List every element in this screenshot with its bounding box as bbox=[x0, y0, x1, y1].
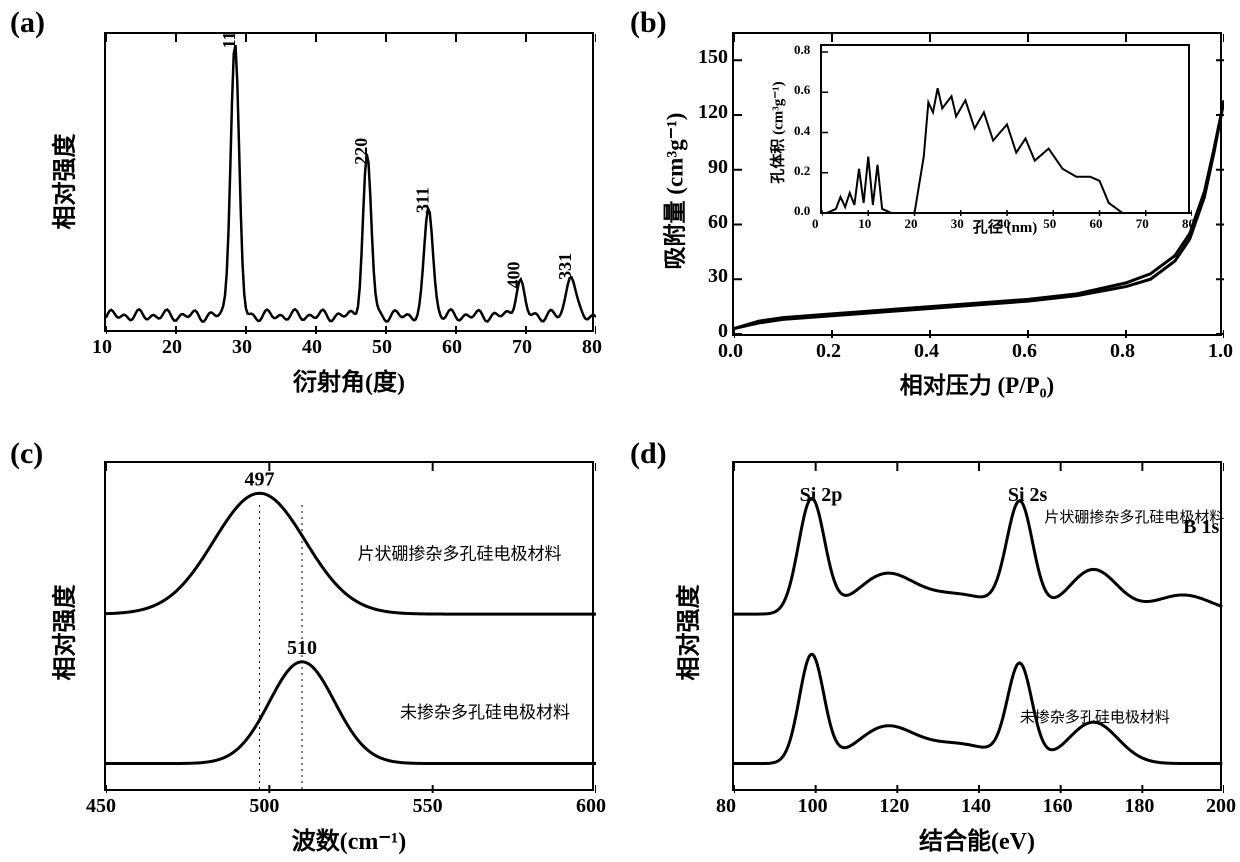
xtick: 0.2 bbox=[816, 340, 841, 363]
xtick: 600 bbox=[576, 795, 606, 818]
xtick: 60 bbox=[442, 336, 462, 359]
svg-text:未掺杂多孔硅电极材料: 未掺杂多孔硅电极材料 bbox=[400, 703, 570, 722]
xtick: 40 bbox=[302, 336, 322, 359]
inset-ytick: 0.4 bbox=[794, 123, 810, 139]
svg-text:片状硼掺杂多孔硅电极材料: 片状硼掺杂多孔硅电极材料 bbox=[1044, 509, 1224, 526]
svg-text:Si 2p: Si 2p bbox=[800, 484, 843, 506]
svg-text:111: 111 bbox=[219, 34, 239, 49]
panel-d-label: (d) bbox=[630, 437, 667, 471]
svg-text:片状硼掺杂多孔硅电极材料: 片状硼掺杂多孔硅电极材料 bbox=[358, 545, 562, 564]
svg-text:497: 497 bbox=[245, 468, 275, 490]
xtick: 80 bbox=[716, 795, 736, 818]
panel-b-xlabel: 相对压力 (P/P₀) bbox=[732, 366, 1222, 400]
panel-a-xlabel: 衍射角(度) bbox=[104, 362, 594, 397]
ytick: 30 bbox=[688, 265, 728, 288]
panel-a-label: (a) bbox=[10, 6, 45, 40]
panel-a-ylabel: 相对强度 bbox=[45, 134, 80, 230]
panel-c-label: (c) bbox=[10, 437, 43, 471]
inset-xtick: 40 bbox=[997, 216, 1010, 232]
xtick: 1.0 bbox=[1208, 340, 1233, 363]
panel-c-ylabel: 相对强度 bbox=[45, 585, 80, 681]
ytick: 60 bbox=[688, 211, 728, 234]
panel-d-ylabel: 相对强度 bbox=[669, 585, 704, 681]
svg-text:311: 311 bbox=[413, 187, 433, 213]
panel-b-ylabel: 吸附量 (cm³g⁻¹) bbox=[655, 113, 689, 270]
figure-grid: (a) 111220311400331 相对强度 衍射角(度) 10203040… bbox=[0, 0, 1240, 862]
xtick: 550 bbox=[413, 795, 443, 818]
panel-b-inset bbox=[820, 44, 1190, 214]
inset-xtick: 30 bbox=[951, 216, 964, 232]
panel-b: (b) 孔体积 (cm³g⁻¹) 孔径 (nm) 010203040506070… bbox=[624, 4, 1236, 427]
panel-b-label: (b) bbox=[630, 6, 667, 40]
inset-xtick: 70 bbox=[1136, 216, 1149, 232]
panel-c-xlabel: 波数(cm⁻¹) bbox=[104, 821, 594, 856]
svg-text:220: 220 bbox=[351, 138, 371, 165]
panel-d: (d) Si 2pSi 2sB 1s片状硼掺杂多孔硅电极材料未掺杂多孔硅电极材料… bbox=[624, 435, 1236, 858]
xtick: 100 bbox=[798, 795, 828, 818]
xtick: 140 bbox=[961, 795, 991, 818]
inset-xtick: 80 bbox=[1182, 216, 1195, 232]
panel-d-plot: Si 2pSi 2sB 1s片状硼掺杂多孔硅电极材料未掺杂多孔硅电极材料 bbox=[732, 461, 1222, 791]
panel-a: (a) 111 220 311 400 331 相对强度 衍射角(度) 10 20 30 40… bbox=[4, 4, 616, 427]
xtick: 160 bbox=[1043, 795, 1073, 818]
inset-xtick: 50 bbox=[1043, 216, 1056, 232]
xtick: 20 bbox=[162, 336, 182, 359]
xtick: 0.0 bbox=[718, 340, 743, 363]
xtick: 80 bbox=[582, 336, 602, 359]
inset-ytick: 0.6 bbox=[794, 82, 810, 98]
xtick: 0.4 bbox=[914, 340, 939, 363]
ytick: 150 bbox=[688, 46, 728, 69]
ytick: 90 bbox=[688, 156, 728, 179]
inset-ytick: 0.0 bbox=[794, 203, 810, 219]
inset-ytick: 0.2 bbox=[794, 163, 810, 179]
xtick: 180 bbox=[1124, 795, 1154, 818]
svg-text:331: 331 bbox=[555, 253, 575, 280]
inset-ytick: 0.8 bbox=[794, 42, 810, 58]
inset-xtick: 0 bbox=[812, 216, 819, 232]
xtick: 500 bbox=[249, 795, 279, 818]
xtick: 50 bbox=[372, 336, 392, 359]
panel-b-plot: 孔体积 (cm³g⁻¹) 孔径 (nm) 01020304050607080 0… bbox=[732, 32, 1222, 336]
xtick: 70 bbox=[512, 336, 532, 359]
xtick: 200 bbox=[1206, 795, 1236, 818]
svg-text:510: 510 bbox=[287, 637, 317, 659]
svg-text:Si 2s: Si 2s bbox=[1008, 484, 1048, 506]
inset-xtick: 60 bbox=[1090, 216, 1103, 232]
panel-b-inset-ylabel: 孔体积 (cm³g⁻¹) bbox=[767, 81, 788, 183]
ytick: 0 bbox=[688, 320, 728, 343]
ytick: 120 bbox=[688, 101, 728, 124]
panel-c-plot: 497 片状硼掺杂多孔硅电极材料 510 未掺杂多孔硅电极材料 bbox=[104, 461, 594, 791]
panel-d-xlabel: 结合能(eV) bbox=[732, 821, 1222, 856]
inset-xtick: 20 bbox=[905, 216, 918, 232]
xtick: 10 bbox=[92, 336, 112, 359]
panel-c: (c) 497 片状硼掺杂多孔硅电极材料 510 未掺杂多孔硅电极材料 相对强度 波数… bbox=[4, 435, 616, 858]
xtick: 30 bbox=[232, 336, 252, 359]
xtick: 120 bbox=[879, 795, 909, 818]
svg-text:未掺杂多孔硅电极材料: 未掺杂多孔硅电极材料 bbox=[1020, 709, 1170, 726]
panel-a-plot: 111 220 311 400 331 bbox=[104, 32, 594, 332]
xtick: 0.8 bbox=[1110, 340, 1135, 363]
xtick: 0.6 bbox=[1012, 340, 1037, 363]
svg-text:400: 400 bbox=[504, 262, 524, 289]
inset-xtick: 10 bbox=[858, 216, 871, 232]
xtick: 450 bbox=[86, 795, 116, 818]
